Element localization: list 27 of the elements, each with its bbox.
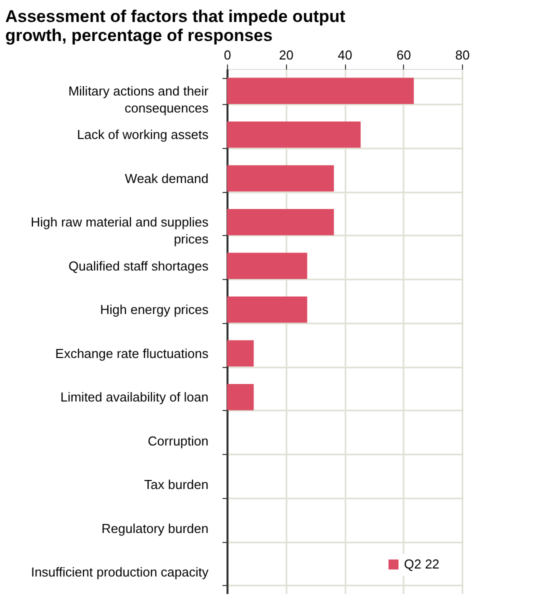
legend-label: Q2 22 bbox=[404, 556, 440, 572]
bar bbox=[227, 122, 361, 148]
y-tick-label: Limited availability of loan bbox=[60, 390, 208, 405]
x-tick-label: 40 bbox=[338, 48, 352, 62]
chart-title: Assessment of factors that impede output growth, percentage of responses bbox=[5, 7, 346, 45]
y-tick-label: High energy prices bbox=[100, 302, 209, 318]
y-tick-label: Lack of working assets bbox=[76, 127, 209, 142]
bar bbox=[227, 340, 254, 366]
y-tick-label: Weak demand bbox=[124, 170, 208, 186]
bar bbox=[227, 296, 308, 323]
bar bbox=[227, 165, 334, 192]
bar bbox=[227, 252, 308, 279]
x-tick-label: 60 bbox=[396, 48, 411, 62]
bar bbox=[227, 209, 334, 236]
x-tick-label: 80 bbox=[455, 48, 470, 62]
bar bbox=[227, 78, 414, 104]
y-tick-label: Corruption bbox=[148, 433, 208, 448]
bar bbox=[227, 384, 254, 410]
y-tick-label: Exchange rate fluctuations bbox=[55, 346, 209, 361]
x-tick-label: 20 bbox=[279, 48, 294, 62]
y-tick-label: Qualified staff shortages bbox=[68, 258, 209, 274]
y-tick-label: Insufficient production capacity bbox=[30, 564, 209, 580]
x-tick-label: 0 bbox=[224, 48, 232, 62]
y-tick-label: Regulatory burden bbox=[102, 520, 208, 536]
y-tick-label: Tax burden bbox=[144, 477, 208, 492]
y-tick-label: Military actions and their consequences bbox=[68, 83, 210, 116]
y-tick-label: High raw material and supplies prices bbox=[30, 214, 209, 247]
